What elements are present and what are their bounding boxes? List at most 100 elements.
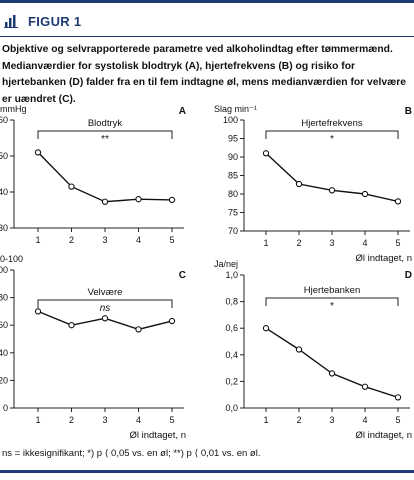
y-tick-label: 100 (223, 115, 238, 125)
panel-letter: B (405, 106, 412, 117)
x-tick-label: 4 (362, 238, 367, 248)
chart-panel-d: 0,0 0,2 0,4 0,6 0,8 1,0 1 2 3 4 5 Ja/nej Øl indtaget… (214, 259, 412, 441)
data-point (394, 198, 402, 205)
y-tick-label: 0,2 (225, 376, 238, 386)
header-rule (0, 36, 414, 37)
x-tick-label: 1 (35, 235, 40, 245)
figure-caption: Objektive og selvrapporterede parametre … (2, 44, 406, 105)
x-tick-label: 2 (69, 235, 74, 245)
data-point (328, 370, 336, 377)
x-axis-label: Øl indtaget, n (355, 253, 412, 264)
chart-title: Hjertefrekvens (301, 118, 362, 129)
significance-label: ** (101, 134, 109, 145)
data-point (361, 190, 369, 198)
y-tick-label: 40 (0, 348, 8, 358)
significance-label: ns (100, 303, 111, 314)
x-tick-label: 1 (35, 415, 40, 425)
y-tick-label: 90 (228, 152, 238, 162)
x-tick-label: 4 (362, 415, 367, 425)
y-tick-label: 85 (228, 171, 238, 181)
x-tick-label: 1 (263, 415, 268, 425)
x-tick-label: 3 (329, 415, 334, 425)
chart-panel-a: 130 140 150 160 1 2 3 4 5 mmHg A ** Blodtryk (0, 104, 186, 245)
y-axis-label: Ja/nej (214, 259, 238, 269)
x-tick-label: 3 (102, 235, 107, 245)
y-tick-label: 140 (0, 187, 8, 197)
y-tick-label: 0,4 (225, 350, 238, 360)
data-point (101, 315, 109, 322)
chart-panel-b: 70 75 80 85 90 95 100 1 2 3 4 5 Slag min⁻¹ Øl indtage… (214, 104, 412, 264)
x-tick-label: 5 (169, 415, 174, 425)
series-line (265, 152, 399, 203)
data-point (68, 183, 75, 190)
figure-header: FIGUR 1 (4, 10, 81, 32)
x-tick-label: 2 (296, 238, 301, 248)
data-point (135, 326, 142, 333)
data-point (328, 187, 336, 194)
y-tick-label: 20 (0, 375, 8, 385)
y-axis-label: Slag min⁻¹ (214, 104, 257, 114)
y-axis-label: 0-100 (0, 254, 23, 264)
data-point (295, 180, 303, 188)
data-point (262, 150, 270, 157)
y-tick-label: 160 (0, 115, 8, 125)
top-rule (0, 0, 414, 3)
bottom-rule (0, 470, 414, 473)
y-tick-label: 75 (228, 208, 238, 218)
chart-title: Hjertebanken (304, 285, 361, 296)
significance-bracket (37, 130, 173, 139)
x-tick-label: 3 (102, 415, 107, 425)
x-tick-label: 4 (136, 415, 141, 425)
y-tick-label: 60 (0, 320, 8, 330)
y-tick-label: 130 (0, 223, 8, 233)
x-tick-label: 5 (395, 238, 400, 248)
data-point (361, 383, 369, 390)
y-tick-label: 70 (228, 226, 238, 236)
chart-title: Blodtryk (88, 118, 123, 129)
x-axis-label: Øl indtaget, n (355, 430, 412, 441)
panel-letter: A (179, 106, 186, 117)
y-tick-label: 1,0 (225, 270, 238, 280)
significance-label: * (330, 134, 334, 145)
data-point (34, 308, 42, 315)
x-axis-label: Øl indtaget, n (129, 430, 186, 441)
series-line (265, 327, 399, 399)
figure-footnote: ns = ikkesignifikant; *) p ⟨ 0,05 vs. en… (2, 448, 261, 459)
significance-bracket (265, 130, 399, 139)
x-tick-label: 4 (136, 235, 141, 245)
x-tick-label: 2 (69, 415, 74, 425)
chart-title: Velvære (88, 287, 123, 298)
y-tick-label: 0 (3, 403, 8, 413)
y-tick-label: 100 (0, 265, 8, 275)
bar-chart-icon (4, 15, 18, 28)
x-tick-label: 5 (169, 235, 174, 245)
y-tick-label: 0,6 (225, 323, 238, 333)
data-point (168, 317, 176, 325)
panel-letter: D (405, 270, 412, 281)
data-point (394, 394, 402, 401)
x-tick-label: 1 (263, 238, 268, 248)
data-point (68, 322, 75, 329)
x-tick-label: 5 (395, 415, 400, 425)
panel-letter: C (179, 270, 186, 281)
y-tick-label: 95 (228, 134, 238, 144)
data-point (135, 196, 142, 203)
data-point (34, 149, 42, 156)
significance-bracket (265, 297, 399, 306)
y-tick-label: 150 (0, 151, 8, 161)
data-point (262, 325, 270, 332)
significance-bracket (37, 299, 173, 308)
chart-panel-c: 0 20 40 60 80 100 1 2 3 4 5 0-100 Øl indtaget, n Cns V… (0, 254, 186, 441)
y-tick-label: 0,0 (225, 403, 238, 413)
data-point (101, 198, 109, 205)
y-axis-label: mmHg (0, 104, 27, 114)
figure-label: FIGUR 1 (28, 13, 82, 29)
data-point (295, 346, 303, 353)
x-tick-label: 3 (329, 238, 334, 248)
y-tick-label: 80 (228, 189, 238, 199)
y-tick-label: 0,8 (225, 297, 238, 307)
series-line (37, 151, 173, 203)
x-tick-label: 2 (296, 415, 301, 425)
y-tick-label: 80 (0, 293, 8, 303)
data-point (168, 196, 176, 204)
